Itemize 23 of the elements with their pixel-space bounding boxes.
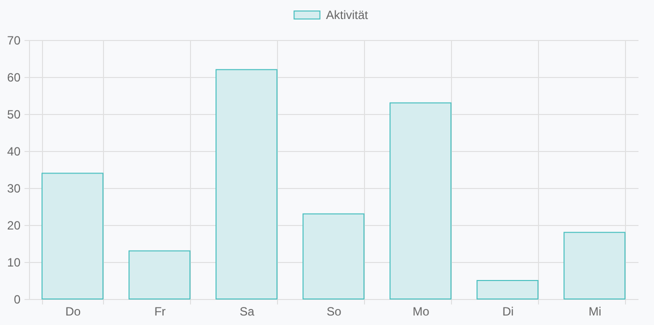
x-tick-label: Do — [65, 304, 81, 318]
bar — [476, 280, 538, 300]
x-tick-label: So — [326, 304, 342, 318]
bar — [302, 213, 364, 300]
y-tick-label: 20 — [7, 218, 21, 232]
bar — [564, 232, 626, 300]
y-tick-label: 40 — [7, 144, 21, 158]
bar — [42, 172, 104, 300]
y-tick-label: 60 — [7, 70, 21, 84]
bar — [216, 69, 278, 300]
legend-label: Aktivität — [326, 8, 369, 22]
x-tick-label: Di — [502, 304, 514, 318]
x-tick-label: Mo — [412, 304, 430, 318]
x-tick-label: Fr — [154, 304, 166, 318]
y-tick-label: 50 — [7, 108, 21, 122]
y-tick-label: 0 — [14, 292, 21, 306]
x-tick-label: Mi — [588, 304, 602, 318]
y-tick-label: 70 — [7, 34, 21, 48]
y-tick-label: 30 — [7, 182, 21, 196]
bar — [390, 102, 452, 300]
x-tick-label: Sa — [240, 304, 255, 318]
bar — [128, 250, 190, 300]
y-tick-label: 10 — [7, 256, 21, 270]
